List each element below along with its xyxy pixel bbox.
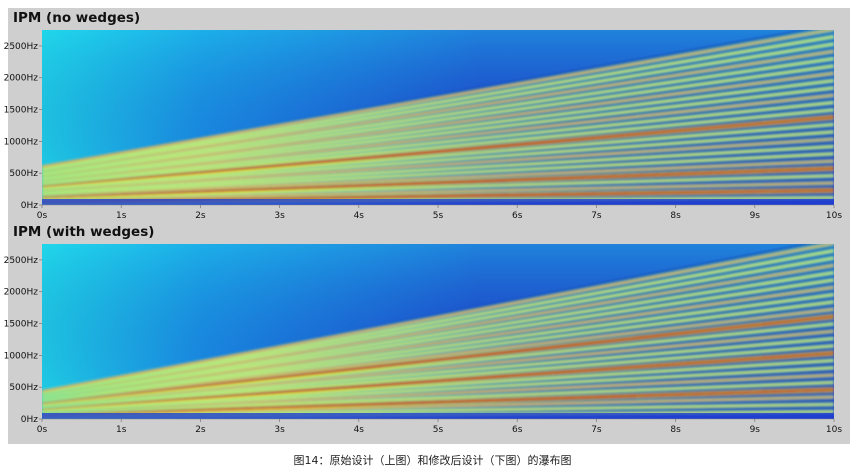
harmonic-line xyxy=(42,79,834,179)
x-tick-label: 3s xyxy=(274,425,285,435)
heatmap-svg xyxy=(42,244,834,419)
waterfall-panel-top: IPM (no wedges) 0s 1s 2s 3s 4s 5s 6s 7s 8s 9s 10s 0… xyxy=(4,8,850,226)
x-tick-label: 10s xyxy=(826,211,842,221)
x-tick-label: 2s xyxy=(195,211,206,221)
waterfall-plot-area xyxy=(42,30,834,205)
harmonic-line xyxy=(42,315,834,405)
y-tick-label: 2000Hz xyxy=(4,74,39,84)
harmonic-line xyxy=(42,182,834,202)
harmonic-line xyxy=(42,35,834,170)
harmonic-line xyxy=(42,244,834,393)
y-tick-label: 500Hz xyxy=(9,169,38,179)
harmonic-line xyxy=(42,101,834,184)
harmonic-line xyxy=(42,131,834,190)
harmonic-line xyxy=(42,87,834,181)
y-tick-label: 1000Hz xyxy=(4,351,39,361)
x-tick-label: 0s xyxy=(37,211,48,221)
harmonic-line xyxy=(42,366,834,412)
harmonic-line xyxy=(42,374,834,413)
y-tick-label: 0Hz xyxy=(21,415,38,425)
harmonic-line xyxy=(42,279,834,399)
harmonic-line xyxy=(42,30,834,168)
harmonic-lines-group xyxy=(42,244,834,419)
harmonic-line xyxy=(42,337,834,408)
x-tick-label: 8s xyxy=(670,425,681,435)
x-tick-label: 10s xyxy=(826,425,842,435)
y-tick-label: 1000Hz xyxy=(4,137,39,147)
harmonic-line xyxy=(42,94,834,182)
harmonic-line xyxy=(42,145,834,194)
waterfall-panel-bottom: IPM (with wedges) 0s 1s 2s 3s 4s 5s 6s 7s 8s 9s 10… xyxy=(4,222,850,440)
harmonic-lines-group xyxy=(42,30,834,205)
x-tick-label: 9s xyxy=(750,211,761,221)
harmonic-line xyxy=(42,381,834,415)
x-tick-label: 9s xyxy=(750,425,761,435)
harmonic-line xyxy=(42,351,834,410)
panel-title: IPM (with wedges) xyxy=(13,224,155,240)
x-tick-label: 0s xyxy=(37,425,48,435)
x-tick-label: 1s xyxy=(116,211,127,221)
harmonic-line xyxy=(42,43,834,171)
x-tick-label: 6s xyxy=(512,211,523,221)
panel-title: IPM (no wedges) xyxy=(13,10,141,26)
low-frequency-band xyxy=(42,413,834,419)
harmonic-line xyxy=(42,257,834,395)
harmonic-line xyxy=(42,138,834,192)
harmonic-line xyxy=(42,109,834,186)
figure-background: IPM (no wedges) 0s 1s 2s 3s 4s 5s 6s 7s 8s 9s 10s 0… xyxy=(4,8,850,444)
harmonic-line xyxy=(42,167,834,199)
x-tick-label: 5s xyxy=(433,211,444,221)
x-tick-label: 7s xyxy=(591,425,602,435)
x-tick-label: 8s xyxy=(670,211,681,221)
harmonic-line xyxy=(42,271,834,397)
figure-caption: 图14：原始设计（上图）和修改后设计（下图）的瀑布图 xyxy=(293,454,572,467)
waterfall-plot-area xyxy=(42,244,834,419)
harmonic-line xyxy=(42,152,834,195)
harmonic-line xyxy=(42,115,834,188)
low-frequency-band xyxy=(42,199,834,205)
y-tick-label: 2000Hz xyxy=(4,288,39,298)
x-tick-label: 5s xyxy=(433,425,444,435)
harmonic-line xyxy=(42,301,834,402)
x-tick-label: 7s xyxy=(591,211,602,221)
harmonic-line xyxy=(42,308,834,403)
harmonic-line xyxy=(42,123,834,189)
axes-svg: 0s 1s 2s 3s 4s 5s 6s 7s 8s 9s 10s 0Hz 500Hz 1000Hz 150… xyxy=(4,42,843,221)
harmonic-line xyxy=(42,264,834,396)
x-tick-label: 1s xyxy=(116,425,127,435)
x-tick-label: 3s xyxy=(274,211,285,221)
y-tick-label: 1500Hz xyxy=(4,106,39,116)
harmonic-line xyxy=(42,57,834,174)
harmonic-line xyxy=(42,345,834,409)
harmonic-line xyxy=(42,65,834,176)
x-tick-label: 4s xyxy=(354,425,365,435)
y-tick-label: 2500Hz xyxy=(4,256,39,266)
harmonic-line xyxy=(42,72,834,178)
harmonic-line xyxy=(42,293,834,401)
y-tick-label: 2500Hz xyxy=(4,42,39,52)
harmonic-line xyxy=(42,388,834,416)
harmonic-line xyxy=(42,50,834,173)
x-tick-label: 2s xyxy=(195,425,206,435)
axes-svg: 0s 1s 2s 3s 4s 5s 6s 7s 8s 9s 10s 0Hz 500Hz 1000Hz 150… xyxy=(4,256,843,435)
x-tick-label: 6s xyxy=(512,425,523,435)
harmonic-line xyxy=(42,286,834,400)
harmonic-line xyxy=(42,160,834,197)
y-tick-label: 0Hz xyxy=(21,201,38,211)
x-tick-label: 4s xyxy=(354,211,365,221)
harmonic-line xyxy=(42,249,834,394)
heatmap-svg xyxy=(42,30,834,205)
y-tick-label: 1500Hz xyxy=(4,320,39,330)
y-tick-label: 500Hz xyxy=(9,383,38,393)
harmonic-line xyxy=(42,330,834,407)
harmonic-line xyxy=(42,174,834,200)
